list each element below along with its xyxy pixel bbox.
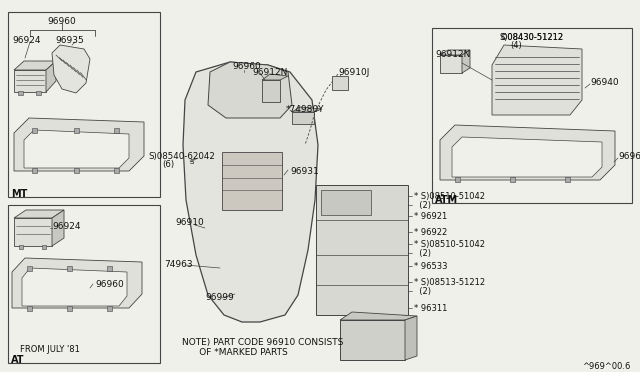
Text: 96910: 96910	[175, 218, 204, 227]
Bar	[32, 168, 37, 173]
Text: 96960: 96960	[95, 280, 124, 289]
Text: S: S	[189, 159, 193, 165]
Text: ^969^00.6: ^969^00.6	[582, 362, 630, 371]
Bar	[74, 128, 79, 133]
Bar	[67, 306, 72, 311]
Polygon shape	[492, 45, 582, 115]
Text: *74980Y: *74980Y	[286, 105, 324, 114]
Bar	[27, 266, 32, 271]
Polygon shape	[452, 137, 602, 177]
Bar	[27, 306, 32, 311]
Bar	[340, 320, 405, 360]
Bar	[36, 91, 41, 95]
Text: 96999: 96999	[205, 293, 234, 302]
Polygon shape	[22, 268, 127, 306]
Text: 96910J: 96910J	[338, 68, 369, 77]
Bar	[8, 205, 160, 363]
Bar	[332, 76, 348, 90]
Text: 96935: 96935	[55, 36, 84, 45]
Text: NOTE) PART CODE 96910 CONSISTS: NOTE) PART CODE 96910 CONSISTS	[182, 338, 344, 347]
Text: 96960: 96960	[618, 152, 640, 161]
Polygon shape	[46, 61, 56, 92]
Text: * 96311: * 96311	[414, 304, 447, 313]
Bar	[440, 55, 462, 73]
Polygon shape	[405, 316, 417, 360]
Polygon shape	[340, 312, 417, 320]
Text: 96912N: 96912N	[252, 68, 287, 77]
Polygon shape	[440, 50, 470, 55]
Bar	[316, 185, 408, 315]
Text: 96912N: 96912N	[435, 50, 470, 59]
Text: OF *MARKED PARTS: OF *MARKED PARTS	[182, 348, 288, 357]
Bar	[114, 128, 119, 133]
Text: * 96922: * 96922	[414, 228, 447, 237]
Polygon shape	[440, 125, 615, 180]
Bar	[32, 128, 37, 133]
Polygon shape	[52, 210, 64, 246]
Text: 96931: 96931	[290, 167, 319, 176]
Text: 74963: 74963	[164, 260, 193, 269]
Text: S)08540-62042: S)08540-62042	[148, 152, 215, 161]
Bar	[321, 190, 371, 215]
Text: MT: MT	[11, 189, 28, 199]
Polygon shape	[292, 107, 322, 112]
Bar	[565, 177, 570, 182]
Text: 96960: 96960	[232, 62, 260, 71]
Polygon shape	[262, 74, 288, 80]
Polygon shape	[14, 210, 64, 218]
Bar	[107, 306, 112, 311]
Text: 96924: 96924	[12, 36, 40, 45]
Text: S)08430-51212: S)08430-51212	[500, 33, 564, 42]
Polygon shape	[183, 62, 318, 322]
Bar	[74, 168, 79, 173]
Bar	[510, 177, 515, 182]
Polygon shape	[52, 45, 90, 93]
Text: * 96533: * 96533	[414, 262, 447, 271]
Polygon shape	[12, 258, 142, 308]
Bar	[107, 266, 112, 271]
Polygon shape	[462, 50, 470, 73]
Bar	[114, 168, 119, 173]
Bar	[432, 28, 632, 203]
Bar	[262, 80, 280, 102]
Text: ©08430-51212: ©08430-51212	[500, 33, 564, 42]
Text: FROM JULY '81: FROM JULY '81	[20, 345, 80, 354]
Polygon shape	[14, 118, 144, 171]
Text: AT: AT	[11, 355, 24, 365]
Text: 96924: 96924	[52, 222, 81, 231]
Bar	[8, 12, 160, 197]
Polygon shape	[14, 61, 56, 70]
Bar	[18, 91, 23, 95]
Text: (2): (2)	[414, 201, 431, 210]
Bar	[14, 218, 52, 246]
Text: * S)08510-51042: * S)08510-51042	[414, 240, 485, 249]
Text: 96940: 96940	[590, 78, 619, 87]
Ellipse shape	[231, 258, 249, 284]
Bar	[222, 152, 282, 210]
Bar	[19, 245, 23, 249]
Text: * 96921: * 96921	[414, 212, 447, 221]
Text: * S)08510-51042: * S)08510-51042	[414, 192, 485, 201]
Text: * S)08513-51212: * S)08513-51212	[414, 278, 485, 287]
Bar	[455, 177, 460, 182]
Text: (2): (2)	[414, 287, 431, 296]
Text: ATM: ATM	[435, 195, 458, 205]
Polygon shape	[208, 62, 292, 118]
Bar	[292, 112, 314, 124]
Text: (4): (4)	[510, 41, 522, 50]
Bar	[42, 245, 46, 249]
Bar	[67, 266, 72, 271]
Ellipse shape	[226, 255, 254, 295]
Text: (6): (6)	[162, 160, 174, 169]
Text: 96960: 96960	[47, 17, 76, 26]
Bar	[14, 70, 46, 92]
Polygon shape	[24, 130, 129, 168]
Text: (2): (2)	[414, 249, 431, 258]
